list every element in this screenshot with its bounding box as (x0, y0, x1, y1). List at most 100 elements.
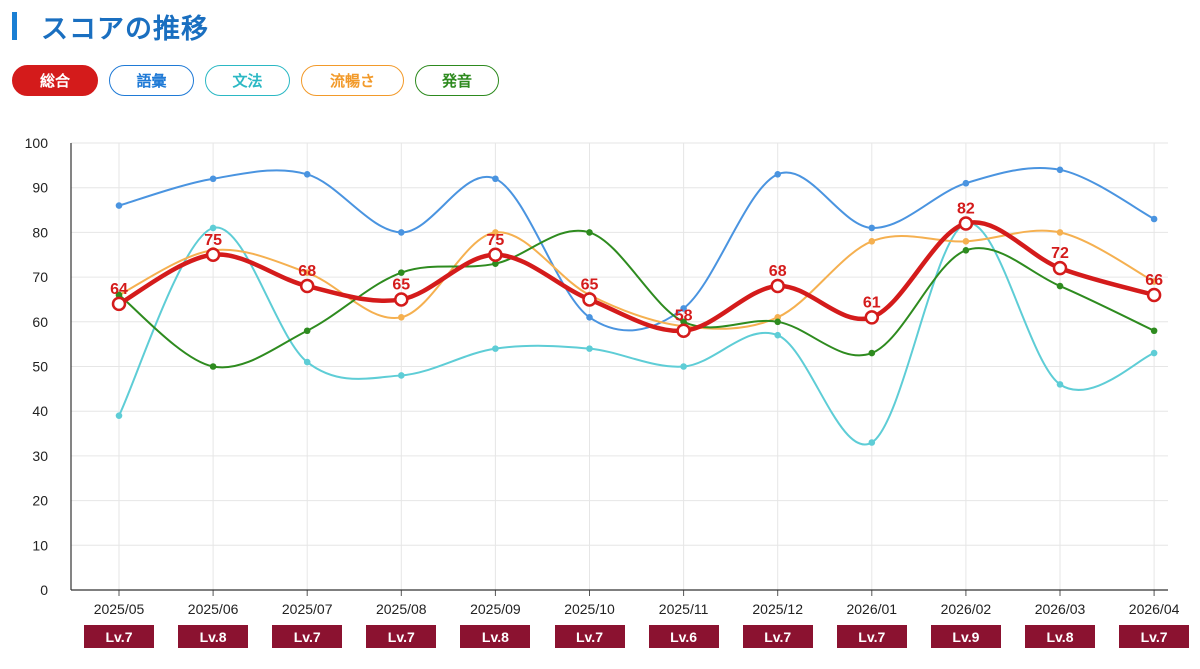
level-badge: Lv.6 (648, 625, 719, 648)
y-tick-label: 10 (32, 537, 48, 553)
grammar-data-point (1056, 381, 1064, 388)
grammar-data-point (209, 224, 217, 232)
level-badge: Lv.7 (1119, 625, 1190, 648)
x-tick-label: 2026/01 (846, 601, 897, 617)
series-filter-group: 総合 語彙 文法 流暢さ 発音 (12, 65, 510, 96)
filter-total-button[interactable]: 総合 (12, 65, 98, 96)
fluency-data-point (962, 238, 970, 245)
x-tick-label: 2025/07 (282, 601, 333, 617)
total-data-label: 58 (675, 308, 693, 325)
total-data-point (1052, 260, 1068, 276)
total-data-label: 68 (769, 263, 787, 280)
level-badge: Lv.7 (84, 625, 154, 648)
vocabulary-data-point (868, 224, 876, 232)
total-data-label: 66 (1145, 272, 1163, 289)
vocabulary-data-point (209, 175, 217, 183)
pronunciation-data-point (1150, 327, 1158, 335)
pronunciation-data-point (868, 349, 876, 357)
grammar-data-point (398, 372, 405, 379)
fluency-data-point (868, 238, 876, 245)
y-tick-label: 60 (32, 314, 48, 330)
x-tick-label: 2025/11 (659, 601, 709, 617)
pronunciation-data-point (774, 318, 781, 326)
grammar-data-point (868, 439, 876, 446)
grammar-data-point (303, 358, 311, 366)
x-tick-label: 2025/05 (94, 601, 145, 617)
x-tick-label: 2025/09 (470, 601, 521, 617)
vocabulary-data-point (680, 305, 687, 312)
filter-fluency-button[interactable]: 流暢さ (301, 65, 404, 96)
level-badge: Lv.7 (272, 625, 343, 648)
fluency-data-point (303, 269, 311, 276)
level-badge: Lv.7 (366, 625, 437, 648)
pronunciation-data-point (209, 363, 217, 370)
fluency-data-point (492, 229, 499, 236)
vocabulary-data-point (586, 314, 593, 321)
level-badge: Lv.7 (836, 625, 907, 648)
x-tick-label: 2025/12 (752, 601, 803, 617)
y-tick-label: 80 (32, 224, 48, 240)
pronunciation-data-point (398, 269, 405, 276)
vocabulary-data-point (398, 229, 405, 236)
fluency-data-point (1056, 229, 1064, 236)
total-data-label: 72 (1051, 245, 1069, 262)
level-badge: Lv.7 (554, 625, 625, 648)
grammar-data-point (774, 331, 781, 339)
fluency-data-point (1150, 278, 1158, 285)
vocabulary-data-point (962, 179, 970, 187)
vocabulary-data-point (774, 170, 781, 178)
total-data-point (299, 278, 315, 294)
level-badge: Lv.8 (1025, 625, 1095, 648)
total-data-point (676, 323, 691, 338)
total-data-point (488, 247, 503, 262)
vocabulary-data-point (1150, 215, 1158, 223)
total-data-point (394, 292, 409, 307)
vocabulary-series-line (118, 166, 1155, 332)
level-badge: Lv.8 (460, 625, 531, 648)
y-tick-label: 100 (25, 135, 49, 151)
pronunciation-series-line (118, 229, 1155, 369)
x-tick-label: 2025/10 (564, 601, 615, 617)
vocabulary-data-point (303, 170, 311, 178)
filter-vocabulary-button[interactable]: 語彙 (109, 65, 194, 96)
pronunciation-data-point (303, 327, 311, 335)
level-badge: Lv.9 (930, 625, 1001, 648)
page-title: スコアの推移 (41, 13, 209, 45)
fluency-series-line (118, 229, 1155, 330)
grammar-data-point (115, 412, 123, 419)
vocabulary-data-point (1056, 166, 1064, 174)
y-tick-label: 20 (32, 493, 48, 509)
pronunciation-data-point (680, 318, 687, 326)
title-accent-bar (12, 12, 17, 40)
total-data-point (958, 216, 974, 231)
y-tick-label: 30 (32, 448, 48, 464)
y-tick-label: 0 (40, 582, 48, 598)
x-tick-label: 2026/02 (941, 601, 992, 617)
grammar-data-point (680, 363, 687, 370)
x-tick-label: 2025/08 (376, 601, 427, 617)
total-data-point (864, 310, 880, 325)
y-tick-label: 50 (32, 359, 48, 375)
pronunciation-data-point (586, 229, 593, 236)
total-data-point (1146, 287, 1162, 303)
fluency-data-point (398, 314, 405, 321)
grammar-series-line (118, 222, 1155, 446)
total-data-point (111, 296, 127, 312)
filter-pronunciation-button[interactable]: 発音 (415, 65, 499, 96)
x-tick-label: 2026/03 (1035, 601, 1086, 617)
grammar-data-point (492, 345, 499, 352)
total-data-point (770, 278, 785, 294)
x-tick-label: 2026/04 (1129, 601, 1180, 617)
grammar-data-point (586, 345, 593, 352)
total-data-point (205, 247, 221, 262)
pronunciation-data-point (962, 246, 970, 254)
y-tick-label: 40 (32, 403, 48, 419)
total-data-label: 82 (957, 200, 975, 217)
vocabulary-data-point (492, 175, 499, 183)
filter-grammar-button[interactable]: 文法 (205, 65, 290, 96)
total-data-label: 75 (487, 232, 505, 249)
pronunciation-data-point (115, 291, 123, 299)
total-data-label: 65 (392, 276, 410, 293)
total-data-label: 75 (204, 232, 222, 249)
